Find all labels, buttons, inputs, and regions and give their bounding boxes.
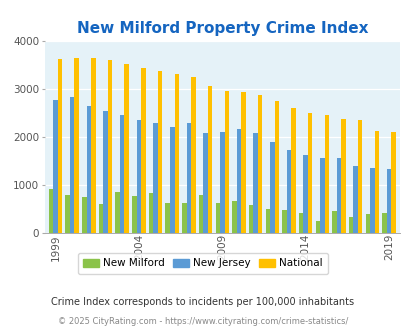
Bar: [269, 142, 274, 233]
Bar: [132, 196, 136, 233]
Bar: [257, 95, 262, 233]
Bar: [107, 60, 112, 233]
Bar: [274, 101, 278, 233]
Bar: [220, 132, 224, 233]
Bar: [241, 92, 245, 233]
Bar: [174, 74, 179, 233]
Bar: [281, 210, 286, 233]
Bar: [158, 71, 162, 233]
Bar: [336, 158, 341, 233]
Bar: [58, 59, 62, 233]
Bar: [224, 90, 228, 233]
Bar: [170, 127, 174, 233]
Bar: [374, 131, 378, 233]
Bar: [315, 221, 319, 233]
Bar: [286, 150, 290, 233]
Bar: [74, 58, 79, 233]
Bar: [203, 133, 207, 233]
Bar: [341, 119, 345, 233]
Bar: [65, 195, 70, 233]
Legend: New Milford, New Jersey, National: New Milford, New Jersey, National: [78, 253, 327, 274]
Bar: [324, 115, 328, 233]
Bar: [115, 192, 119, 233]
Bar: [149, 193, 153, 233]
Bar: [119, 115, 124, 233]
Bar: [191, 77, 195, 233]
Bar: [153, 123, 158, 233]
Bar: [182, 203, 186, 233]
Bar: [357, 120, 362, 233]
Bar: [307, 113, 312, 233]
Bar: [165, 203, 170, 233]
Bar: [382, 213, 386, 233]
Bar: [53, 100, 58, 233]
Bar: [136, 120, 141, 233]
Bar: [232, 201, 236, 233]
Text: Crime Index corresponds to incidents per 100,000 inhabitants: Crime Index corresponds to incidents per…: [51, 297, 354, 307]
Bar: [141, 68, 145, 233]
Bar: [248, 205, 253, 233]
Text: © 2025 CityRating.com - https://www.cityrating.com/crime-statistics/: © 2025 CityRating.com - https://www.city…: [58, 317, 347, 326]
Bar: [290, 108, 295, 233]
Bar: [390, 132, 395, 233]
Bar: [198, 195, 203, 233]
Bar: [236, 129, 241, 233]
Bar: [348, 217, 353, 233]
Bar: [103, 111, 107, 233]
Bar: [49, 189, 53, 233]
Bar: [319, 158, 324, 233]
Bar: [124, 64, 129, 233]
Bar: [253, 133, 257, 233]
Bar: [215, 203, 220, 233]
Bar: [353, 166, 357, 233]
Bar: [207, 86, 212, 233]
Bar: [98, 204, 103, 233]
Bar: [265, 209, 269, 233]
Bar: [303, 155, 307, 233]
Bar: [82, 197, 86, 233]
Bar: [369, 168, 374, 233]
Bar: [86, 106, 91, 233]
Bar: [331, 211, 336, 233]
Bar: [298, 213, 303, 233]
Bar: [186, 123, 191, 233]
Bar: [386, 169, 390, 233]
Title: New Milford Property Crime Index: New Milford Property Crime Index: [77, 21, 367, 36]
Bar: [91, 58, 95, 233]
Bar: [70, 97, 74, 233]
Bar: [365, 214, 369, 233]
